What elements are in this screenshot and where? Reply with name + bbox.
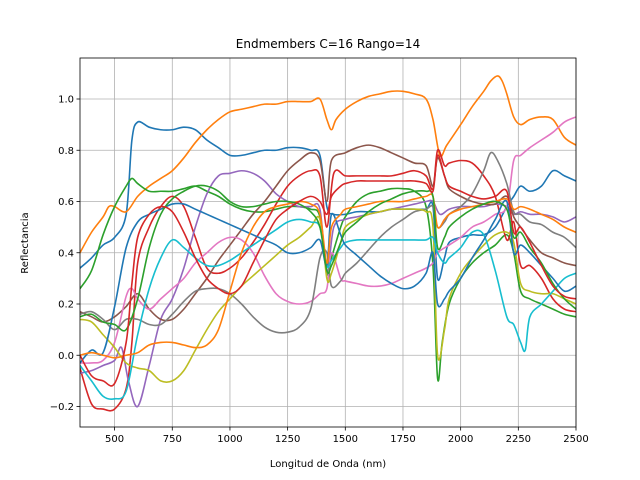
x-axis-ticks: 500 750 1000 1250 1500 1750 2000 2250 2500 bbox=[105, 427, 589, 445]
y-tick-label: −0.2 bbox=[50, 402, 74, 413]
series-lines bbox=[80, 75, 576, 412]
x-tick-label: 1500 bbox=[333, 434, 358, 445]
x-tick-label: 500 bbox=[105, 434, 124, 445]
chart-title: Endmembers C=16 Rango=14 bbox=[236, 37, 420, 51]
x-tick-label: 1000 bbox=[217, 434, 242, 445]
x-tick-label: 2250 bbox=[506, 434, 531, 445]
x-tick-label: 2500 bbox=[563, 434, 588, 445]
y-tick-label: 0.4 bbox=[58, 248, 74, 259]
series-line-11 bbox=[80, 199, 576, 364]
y-axis-label: Reflectancia bbox=[20, 212, 31, 273]
x-axis-label: Longitud de Onda (nm) bbox=[270, 459, 386, 470]
y-tick-label: 0.2 bbox=[58, 300, 74, 311]
y-tick-label: 1.0 bbox=[58, 95, 74, 106]
plot-area bbox=[79, 57, 577, 428]
y-tick-label: 0.6 bbox=[58, 197, 74, 208]
series-line-6 bbox=[80, 144, 576, 323]
series-line-7 bbox=[80, 116, 576, 364]
y-tick-label: 0.0 bbox=[58, 351, 74, 362]
series-line-13 bbox=[80, 184, 576, 332]
plot-background bbox=[80, 58, 576, 427]
series-line-10 bbox=[80, 218, 576, 400]
x-tick-label: 2000 bbox=[448, 434, 473, 445]
plot-frame bbox=[79, 57, 577, 428]
series-line-14 bbox=[80, 154, 576, 387]
series-line-8 bbox=[80, 151, 576, 334]
y-axis-ticks: −0.2 0.0 0.2 0.4 0.6 0.8 1.0 bbox=[50, 95, 80, 413]
x-tick-label: 1250 bbox=[275, 434, 300, 445]
x-tick-label: 1750 bbox=[390, 434, 415, 445]
series-line-2 bbox=[80, 75, 576, 254]
x-tick-label: 750 bbox=[163, 434, 182, 445]
y-tick-label: 0.8 bbox=[58, 146, 74, 157]
series-line-3 bbox=[80, 177, 576, 382]
